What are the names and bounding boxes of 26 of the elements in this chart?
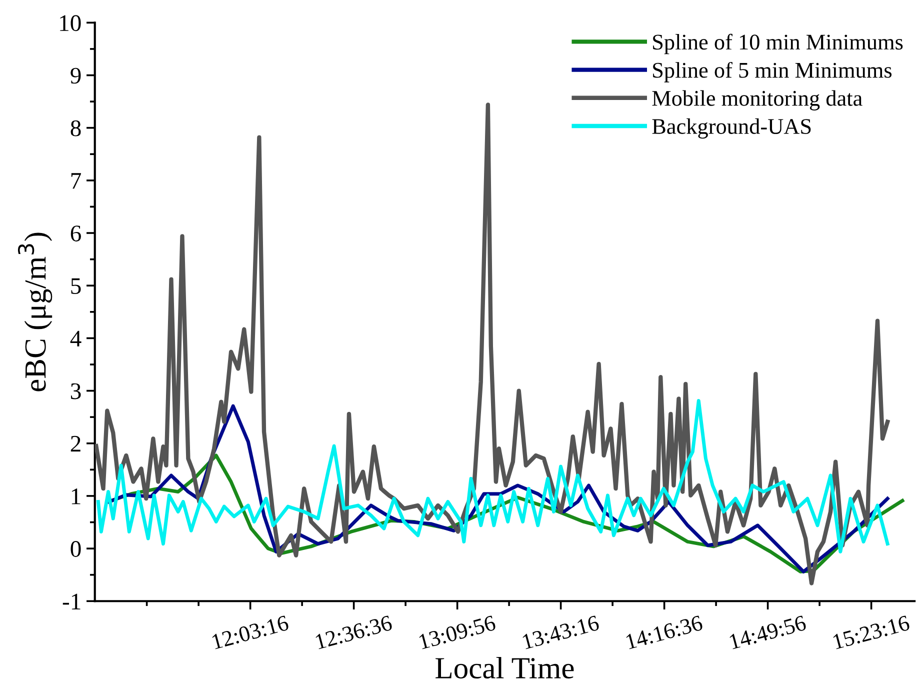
x-tick-label: 15:23:16 bbox=[832, 615, 910, 650]
y-tick-label: -1 bbox=[62, 594, 80, 610]
y-tick-label: 2 bbox=[70, 436, 80, 452]
x-tick-label: 13:09:56 bbox=[418, 615, 496, 650]
legend-label: Spline of 10 min Minimums bbox=[653, 34, 903, 54]
y-tick-label: 8 bbox=[70, 120, 81, 136]
x-tick-label: 12:03:16 bbox=[212, 615, 290, 650]
legend-label: Spline of 5 min Minimums bbox=[653, 62, 892, 82]
y-tick-label: 4 bbox=[70, 330, 82, 346]
y-tick-label: 5 bbox=[71, 278, 81, 294]
legend-label: Mobile monitoring data bbox=[652, 90, 862, 110]
y-tick-label: 7 bbox=[71, 173, 81, 189]
y-tick-label: 9 bbox=[70, 68, 81, 84]
y-tick-label: 3 bbox=[70, 383, 81, 400]
line-series bbox=[96, 399, 890, 554]
x-tick-label: 13:43:16 bbox=[522, 615, 600, 650]
x-tick-label: 14:16:36 bbox=[626, 615, 704, 650]
x-axis-title: Local Time bbox=[436, 657, 574, 679]
x-tick-label: 12:36:36 bbox=[315, 615, 393, 650]
y-tick-label: 1 bbox=[72, 488, 80, 504]
legend-label: Background-UAS bbox=[652, 118, 811, 139]
y-tick-label: 0 bbox=[70, 541, 81, 557]
x-tick-label: 14:49:56 bbox=[729, 615, 807, 650]
y-tick-label: 10 bbox=[60, 15, 81, 32]
y-tick-label: 6 bbox=[70, 226, 81, 242]
y-axis-title: eBC (μg/m$^{3}$) bbox=[18, 232, 52, 392]
